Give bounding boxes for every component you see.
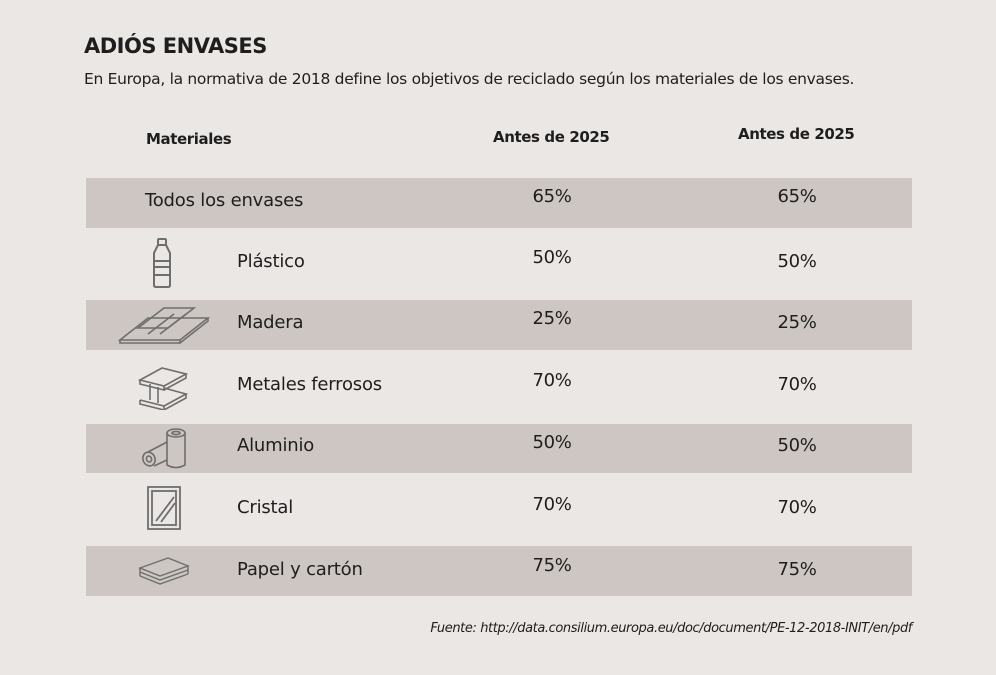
row-value-col1: 50%	[532, 432, 572, 453]
table-row-todos: Todos los envases 65% 65%	[86, 178, 912, 228]
chart-subtitle: En Europa, la normativa de 2018 define l…	[84, 70, 855, 88]
wood-planks-icon	[118, 306, 210, 344]
table-row-metales: Metales ferrosos 70% 70%	[86, 350, 912, 424]
table-row-aluminio: Aluminio 50% 50%	[86, 424, 912, 473]
row-value-col1: 75%	[532, 555, 572, 576]
recycling-table: Materiales Antes de 2025 Antes de 2025 T…	[86, 110, 912, 596]
table-row-cristal: Cristal 70% 70%	[86, 473, 912, 546]
row-label: Todos los envases	[145, 190, 304, 211]
row-value-col2: 70%	[777, 497, 817, 518]
row-value-col2: 50%	[777, 251, 817, 272]
row-label: Papel y cartón	[237, 559, 363, 580]
source-note: Fuente: http://data.consilium.europa.eu/…	[430, 621, 912, 636]
row-label: Metales ferrosos	[237, 374, 382, 395]
row-value-col2: 75%	[777, 559, 817, 580]
header-antes-2025-b: Antes de 2025	[738, 125, 855, 143]
row-value-col2: 70%	[777, 374, 817, 395]
row-label: Cristal	[237, 497, 294, 518]
row-value-col2: 65%	[777, 186, 817, 207]
row-value-col1: 65%	[532, 186, 572, 207]
row-value-col2: 50%	[777, 435, 817, 456]
bottle-icon	[150, 237, 174, 289]
header-antes-2025-a: Antes de 2025	[493, 128, 610, 146]
table-row-madera: Madera 25% 25%	[86, 300, 912, 350]
row-label: Plástico	[237, 251, 305, 272]
row-value-col1: 50%	[532, 247, 572, 268]
row-value-col1: 70%	[532, 494, 572, 515]
row-label: Madera	[237, 312, 304, 333]
glass-pane-icon	[146, 485, 182, 531]
row-value-col2: 25%	[777, 312, 817, 333]
row-value-col1: 70%	[532, 370, 572, 391]
chart-title: ADIÓS ENVASES	[84, 34, 267, 58]
paper-stack-icon	[138, 554, 190, 586]
table-row-papel: Papel y cartón 75% 75%	[86, 546, 912, 596]
steel-beam-icon	[138, 360, 188, 410]
row-value-col1: 25%	[532, 308, 572, 329]
header-materiales: Materiales	[146, 130, 232, 148]
cans-icon	[140, 428, 188, 470]
table-row-plastico: Plástico 50% 50%	[86, 228, 912, 300]
row-label: Aluminio	[237, 435, 315, 456]
